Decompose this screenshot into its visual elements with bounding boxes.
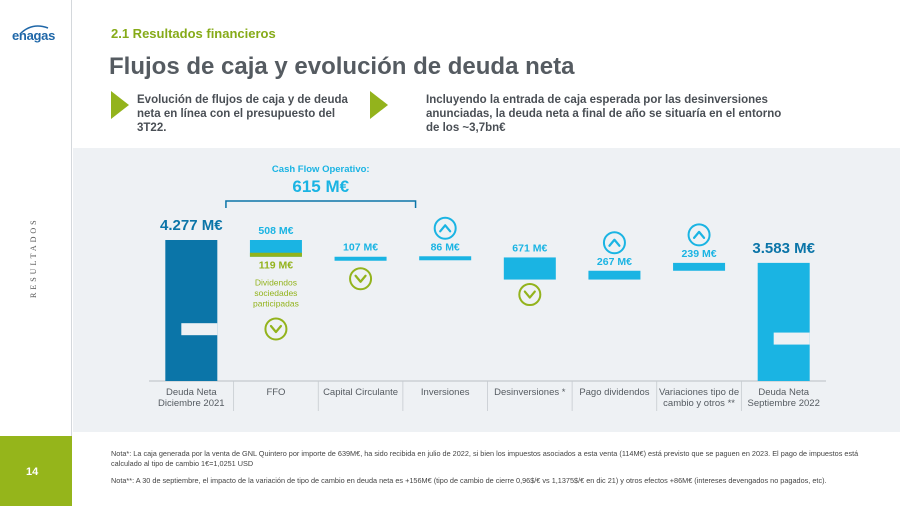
section-title: 2.1 Resultados financieros <box>111 26 276 41</box>
logo-text: enagas <box>12 28 56 43</box>
bullet-text: Incluyendo la entrada de caja esperada p… <box>426 94 782 134</box>
category-label: FFO <box>266 387 285 398</box>
data-label: 671 M€ <box>512 242 547 254</box>
dividends-note: participadas <box>253 299 299 309</box>
category-label: Desinversiones * <box>494 387 566 398</box>
arrow-up-circle-icon <box>602 231 626 255</box>
category-label: Inversiones <box>421 387 470 398</box>
dividends-note: sociedades <box>254 288 297 298</box>
dividends-bar <box>249 252 302 257</box>
data-label: 107 M€ <box>343 242 378 254</box>
delta-bar <box>673 262 726 271</box>
footnote: Nota*: La caja generada por la venta de … <box>111 449 859 468</box>
axis-break-notch <box>773 332 810 345</box>
data-label: 239 M€ <box>682 248 717 260</box>
delta-bar <box>503 257 556 280</box>
data-label: 508 M€ <box>258 225 293 237</box>
arrow-up-circle-icon <box>687 223 711 247</box>
page-number: 14 <box>26 466 39 478</box>
data-label: 3.583 M€ <box>752 240 815 257</box>
waterfall-chart: 4.277 M€ 508 M€ 119 M€ Dividendossociedades… <box>149 164 826 411</box>
dividends-note: Dividendos <box>255 278 297 288</box>
dividends-label: 119 M€ <box>259 260 294 272</box>
bullet-text: Evolución de flujos de caja y de deuda n… <box>137 94 348 134</box>
page-number-box: 14 <box>0 436 72 506</box>
delta-bar <box>334 256 387 261</box>
logo-arc-icon <box>19 25 49 35</box>
bullet-arrow-icon <box>111 91 129 119</box>
total-bar <box>165 240 218 381</box>
category-label: Capital Circulante <box>323 387 398 398</box>
delta-bar <box>249 240 302 257</box>
company-logo[interactable]: enagas <box>12 22 62 52</box>
total-bar <box>757 262 810 381</box>
data-label: 267 M€ <box>597 256 632 268</box>
category-label: Pago dividendos <box>579 387 649 398</box>
delta-bar <box>588 270 641 280</box>
delta-bar <box>419 256 472 261</box>
category-label: Variaciones tipo de <box>659 387 739 398</box>
footnotes: Nota*: La caja generada por la venta de … <box>111 449 891 486</box>
arrow-up-circle-icon <box>433 216 457 240</box>
cash-flow-label: Cash Flow Operativo: <box>272 164 370 175</box>
arrow-down-circle-icon <box>518 283 542 307</box>
section-vertical-label: RESULTADOS <box>29 217 38 298</box>
data-label: 4.277 M€ <box>160 217 223 234</box>
sidebar: enagas RESULTADOS 14 <box>0 0 72 506</box>
cash-flow-bracket <box>225 200 417 208</box>
bullet-arrow-icon <box>370 91 388 119</box>
cash-flow-value: 615 M€ <box>292 177 349 196</box>
category-label: Deuda Neta <box>758 387 809 398</box>
arrow-down-circle-icon <box>264 317 288 341</box>
data-label: 86 M€ <box>431 241 460 253</box>
category-label: Diciembre 2021 <box>158 398 225 409</box>
category-label: Septiembre 2022 <box>748 398 820 409</box>
footnote: Nota**: A 30 de septiembre, el impacto d… <box>111 476 827 485</box>
page-title: Flujos de caja y evolución de deuda neta <box>109 53 575 80</box>
axis-break-notch <box>181 323 218 336</box>
category-label: cambio y otros ** <box>663 398 735 409</box>
arrow-down-circle-icon <box>349 267 373 291</box>
category-label: Deuda Neta <box>166 387 217 398</box>
